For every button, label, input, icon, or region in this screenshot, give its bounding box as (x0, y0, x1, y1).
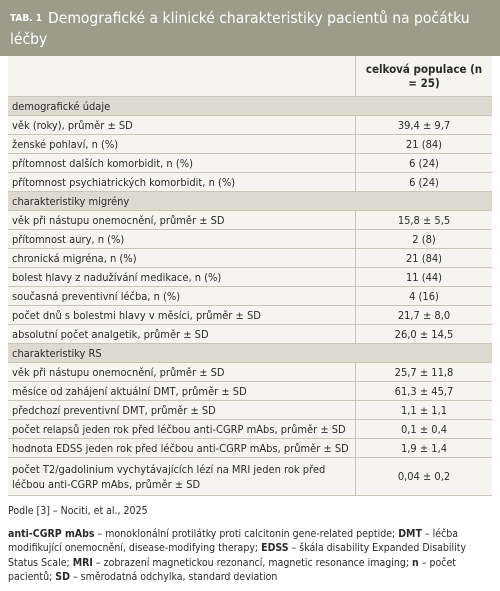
data-row: věk při nástupu onemocnění, průměr ± SD 2… (8, 362, 492, 382)
data-row: počet relapsů jeden rok před léčbou anti… (8, 419, 492, 439)
data-row: současná preventivní léčba, n (%) 4 (16) (8, 286, 492, 306)
abbreviation-term: SD (55, 571, 70, 583)
data-row: věk (roky), průměr ± SD 39,4 ± 9,7 (8, 115, 492, 135)
row-value: 61,3 ± 45,7 (355, 381, 492, 401)
abbreviation-definition: – zobrazení magnetickou rezonancí, magne… (95, 556, 410, 569)
row-label: věk při nástupu onemocnění, průměr ± SD (8, 210, 356, 230)
row-value: 15,8 ± 5,5 (355, 210, 492, 230)
table-title: Demografické a klinické charakteristiky … (10, 9, 470, 48)
row-label: ženské pohlaví, n (%) (8, 134, 356, 154)
data-row: počet T2/gadolinium vychytávajících lézí… (8, 457, 492, 496)
data-row: chronická migréna, n (%) 21 (84) (8, 248, 492, 268)
data-row: hodnota EDSS jeden rok před léčbou anti-… (8, 438, 492, 458)
abbreviation-definition: – monoklonální protilátky proti calciton… (97, 527, 396, 540)
data-row: měsíce od zahájení aktuální DMT, průměr … (8, 381, 492, 401)
row-value: 1,9 ± 1,4 (355, 438, 492, 458)
row-value: 2 (8) (355, 229, 492, 249)
row-value: 21,7 ± 8,0 (355, 305, 492, 325)
data-row: přítomnost psychiatrických komorbidit, n… (8, 172, 492, 192)
abbreviations: anti-CGRP mAbs – monoklonální protilátky… (8, 527, 492, 585)
row-label: přítomnost dalších komorbidit, n (%) (8, 153, 356, 173)
row-label: hodnota EDSS jeden rok před léčbou anti-… (8, 438, 356, 458)
table-header: TAB. 1 Demografické a klinické charakteri… (0, 0, 500, 56)
abbreviation-term: n (412, 556, 419, 569)
footnotes: Podle [3] – Nociti, et al., 2025 anti-CG… (8, 504, 492, 585)
data-row: přítomnost aury, n (%) 2 (8) (8, 229, 492, 249)
data-row: předchozí preventivní DMT, průměr ± SD 1,… (8, 400, 492, 420)
data-row: věk při nástupu onemocnění, průměr ± SD 1… (8, 210, 492, 230)
data-row: ženské pohlaví, n (%) 21 (84) (8, 134, 492, 154)
data-row: přítomnost dalších komorbidit, n (%) 6 (2… (8, 153, 492, 173)
row-label: počet dnů s bolestmi hlavy v měsíci, prů… (8, 305, 356, 325)
abbreviation-definition: – léčba modifikující onemocnění, disease… (8, 527, 459, 555)
row-label: věk při nástupu onemocnění, průměr ± SD (8, 362, 356, 382)
data-table: celková populace (n = 25) demografické ú… (8, 56, 492, 496)
data-row: absolutní počet analgetik, průměr ± SD 26… (8, 324, 492, 344)
section-row: demografické údaje (8, 96, 492, 116)
row-label: počet relapsů jeden rok před léčbou anti… (8, 419, 356, 439)
data-row: počet dnů s bolestmi hlavy v měsíci, prů… (8, 305, 492, 325)
row-value: 0,04 ± 0,2 (355, 457, 492, 496)
row-value: 4 (16) (355, 286, 492, 306)
row-label: absolutní počet analgetik, průměr ± SD (8, 324, 356, 344)
abbreviation-term: EDSS (261, 542, 289, 554)
section-row: charakteristiky RS (8, 343, 492, 363)
row-label: přítomnost psychiatrických komorbidit, n… (8, 172, 356, 192)
section-row: charakteristiky migrény (8, 191, 492, 211)
row-value: 21 (84) (355, 134, 492, 154)
column-header: celková populace (n = 25) (355, 56, 492, 97)
row-label: chronická migréna, n (%) (8, 248, 356, 268)
row-label: současná preventivní léčba, n (%) (8, 286, 356, 306)
row-label: bolest hlavy z nadužívání medikace, n (%… (8, 267, 356, 287)
data-row: bolest hlavy z nadužívání medikace, n (%… (8, 267, 492, 287)
row-value: 6 (24) (355, 153, 492, 173)
row-value: 39,4 ± 9,7 (355, 115, 492, 135)
abbreviation-definition: – směrodatná odchylka, standard deviatio… (72, 571, 278, 583)
section-title: charakteristiky RS (8, 343, 492, 363)
section-title: charakteristiky migrény (8, 191, 492, 211)
row-label: předchozí preventivní DMT, průměr ± SD (8, 400, 356, 420)
abbreviation-term: MRI (72, 556, 93, 569)
section-title: demografické údaje (8, 96, 492, 116)
row-value: 21 (84) (355, 248, 492, 268)
abbreviation-definition: – škála disability Expanded Disability S… (8, 542, 467, 569)
row-value: 0,1 ± 0,4 (355, 419, 492, 439)
row-label: počet T2/gadolinium vychytávajících lézí… (8, 457, 356, 496)
row-value: 1,1 ± 1,1 (355, 400, 492, 420)
abbreviation-definition: – počet pacientů; (8, 556, 456, 584)
abbreviation-term: anti-CGRP mAbs (8, 527, 95, 540)
row-label: věk (roky), průměr ± SD (8, 115, 356, 135)
abbreviation-term: DMT (398, 527, 422, 540)
row-value: 25,7 ± 11,8 (355, 362, 492, 382)
row-label: přítomnost aury, n (%) (8, 229, 356, 249)
table-label: TAB. 1 (10, 13, 42, 24)
source: Podle [3] – Nociti, et al., 2025 (8, 505, 148, 517)
row-label: měsíce od zahájení aktuální DMT, průměr … (8, 381, 356, 401)
row-value: 6 (24) (355, 172, 492, 192)
column-header-row: celková populace (n = 25) (8, 56, 492, 97)
row-value: 26,0 ± 14,5 (355, 324, 492, 344)
row-value: 11 (44) (355, 267, 492, 287)
